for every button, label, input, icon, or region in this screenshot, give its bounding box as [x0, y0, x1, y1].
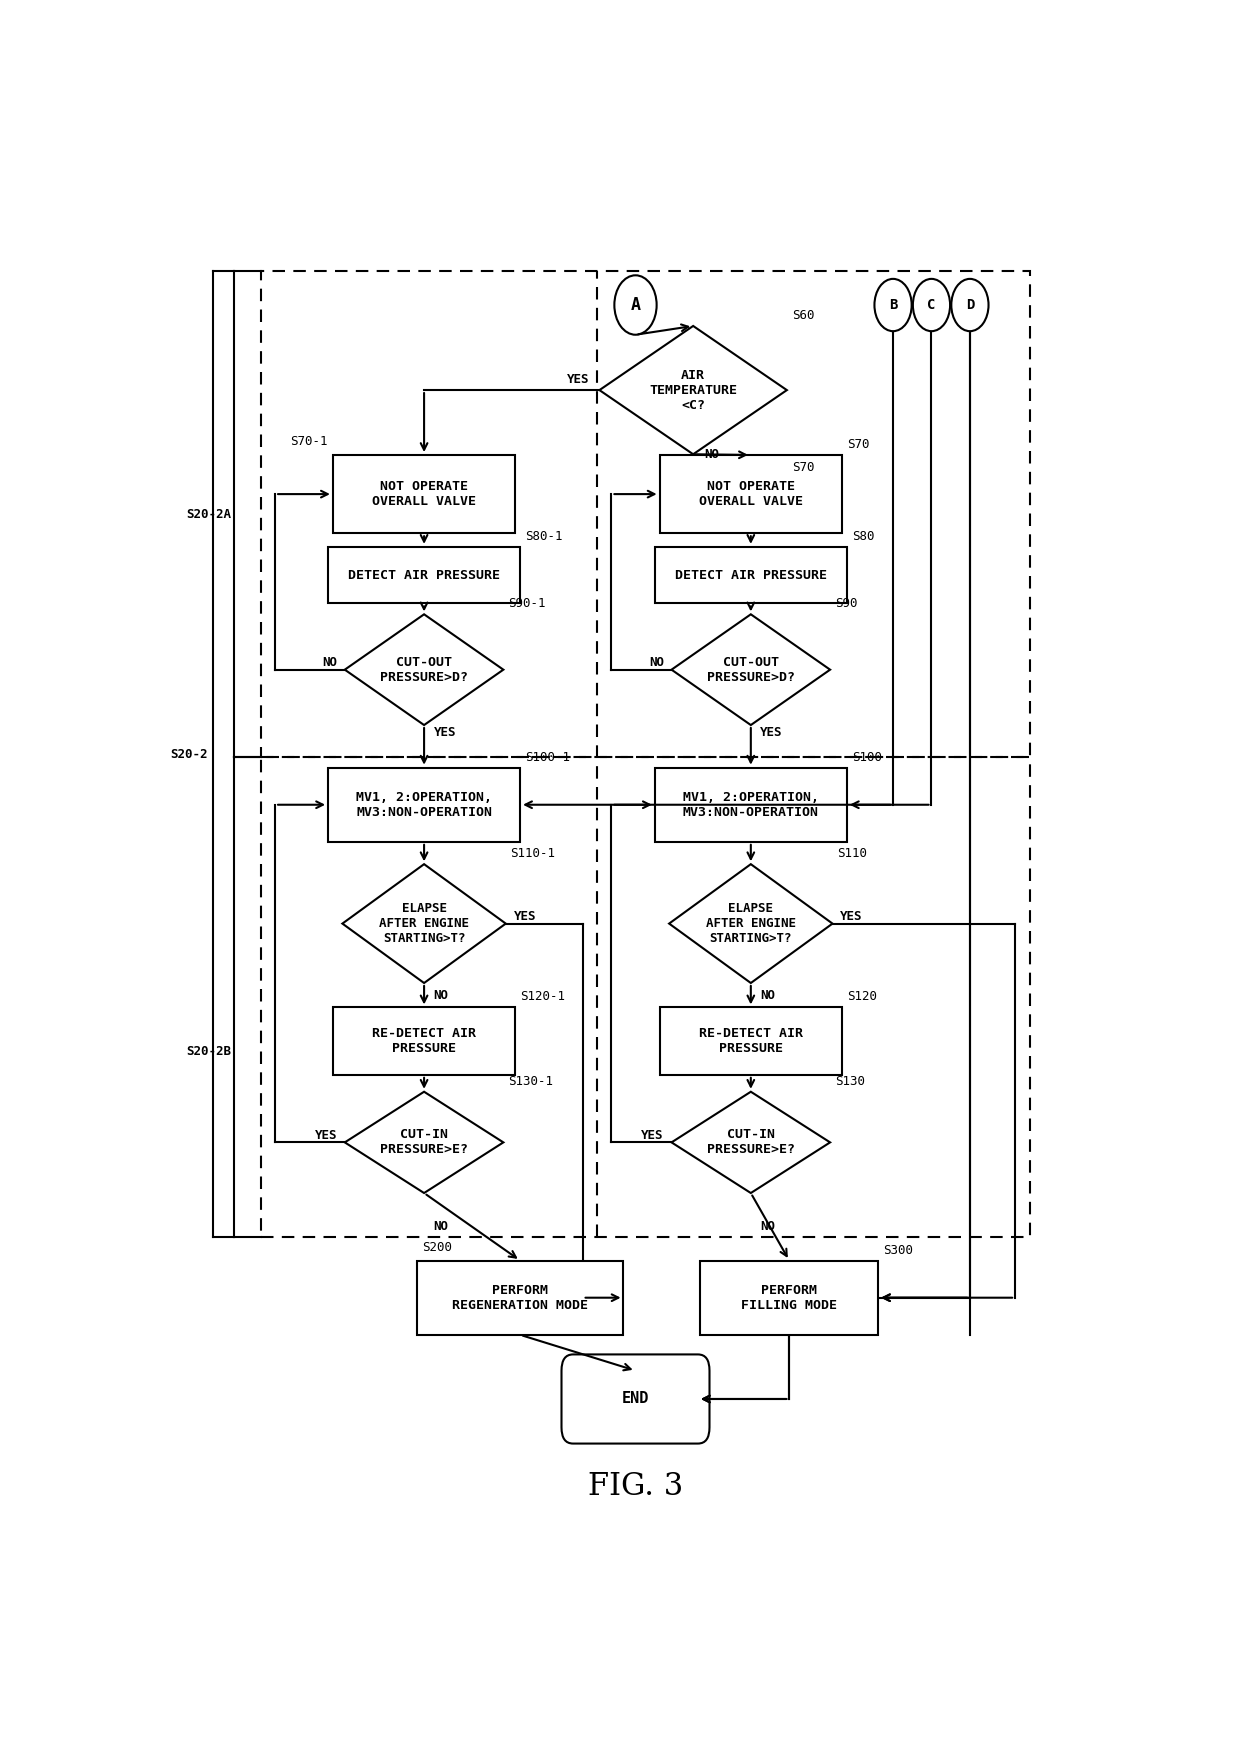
Text: D: D [966, 298, 975, 312]
Text: CUT-IN
PRESSURE>E?: CUT-IN PRESSURE>E? [707, 1128, 795, 1156]
Text: AIR
TEMPERATURE
<C?: AIR TEMPERATURE <C? [650, 368, 737, 412]
Text: S100: S100 [852, 751, 882, 763]
Text: MV1, 2:OPERATION,
MV3:NON-OPERATION: MV1, 2:OPERATION, MV3:NON-OPERATION [356, 791, 492, 819]
Polygon shape [672, 614, 830, 724]
Text: YES: YES [434, 726, 456, 740]
Text: NO: NO [704, 447, 719, 461]
FancyBboxPatch shape [660, 454, 842, 533]
Text: S20-2: S20-2 [170, 747, 208, 761]
Circle shape [951, 279, 988, 332]
FancyBboxPatch shape [660, 1007, 842, 1075]
Circle shape [874, 279, 911, 332]
Text: YES: YES [641, 1130, 663, 1142]
Text: S70-1: S70-1 [290, 435, 327, 449]
FancyBboxPatch shape [327, 547, 521, 603]
Text: S120: S120 [847, 991, 877, 1003]
Polygon shape [345, 1091, 503, 1193]
Text: S90: S90 [835, 598, 857, 610]
Text: NOT OPERATE
OVERALL VALVE: NOT OPERATE OVERALL VALVE [372, 481, 476, 509]
Text: NO: NO [322, 656, 337, 670]
Text: S130-1: S130-1 [508, 1075, 553, 1087]
Text: ELAPSE
AFTER ENGINE
STARTING>T?: ELAPSE AFTER ENGINE STARTING>T? [379, 902, 469, 945]
Text: ELAPSE
AFTER ENGINE
STARTING>T?: ELAPSE AFTER ENGINE STARTING>T? [706, 902, 796, 945]
Text: RE-DETECT AIR
PRESSURE: RE-DETECT AIR PRESSURE [372, 1028, 476, 1056]
Text: S90-1: S90-1 [508, 598, 546, 610]
Text: A: A [630, 296, 641, 314]
FancyBboxPatch shape [417, 1261, 624, 1335]
Circle shape [913, 279, 950, 332]
FancyBboxPatch shape [327, 768, 521, 842]
Polygon shape [345, 614, 503, 724]
Text: NO: NO [434, 989, 449, 1002]
Text: YES: YES [760, 726, 782, 740]
Text: S130: S130 [835, 1075, 866, 1087]
Text: NO: NO [760, 989, 775, 1002]
FancyBboxPatch shape [655, 768, 847, 842]
Text: CUT-IN
PRESSURE>E?: CUT-IN PRESSURE>E? [381, 1128, 467, 1156]
Text: C: C [928, 298, 936, 312]
Circle shape [614, 275, 657, 335]
Polygon shape [342, 865, 506, 982]
Text: RE-DETECT AIR
PRESSURE: RE-DETECT AIR PRESSURE [699, 1028, 802, 1056]
Text: NO: NO [649, 656, 663, 670]
Text: S70: S70 [791, 461, 815, 474]
Text: S110: S110 [837, 847, 867, 859]
FancyBboxPatch shape [562, 1354, 709, 1444]
Text: S80-1: S80-1 [525, 530, 563, 542]
Text: NO: NO [434, 1221, 449, 1233]
Text: S110-1: S110-1 [511, 847, 556, 859]
Text: DETECT AIR PRESSURE: DETECT AIR PRESSURE [675, 568, 827, 582]
Text: S80: S80 [852, 530, 874, 542]
Text: S70: S70 [847, 438, 869, 451]
FancyBboxPatch shape [655, 547, 847, 603]
FancyBboxPatch shape [332, 454, 516, 533]
Text: S20-2B: S20-2B [186, 1045, 231, 1058]
Text: CUT-OUT
PRESSURE>D?: CUT-OUT PRESSURE>D? [707, 656, 795, 684]
Polygon shape [672, 1091, 830, 1193]
Text: S200: S200 [422, 1240, 451, 1254]
FancyBboxPatch shape [332, 1007, 516, 1075]
Text: S20-2A: S20-2A [186, 509, 231, 521]
Text: B: B [889, 298, 898, 312]
FancyBboxPatch shape [701, 1261, 878, 1335]
Text: S300: S300 [883, 1244, 913, 1256]
Text: S120-1: S120-1 [521, 991, 565, 1003]
Text: DETECT AIR PRESSURE: DETECT AIR PRESSURE [348, 568, 500, 582]
Text: END: END [621, 1391, 650, 1407]
Text: YES: YES [841, 910, 863, 923]
Polygon shape [670, 865, 832, 982]
Text: NOT OPERATE
OVERALL VALVE: NOT OPERATE OVERALL VALVE [699, 481, 802, 509]
Text: S60: S60 [791, 309, 815, 323]
Text: FIG. 3: FIG. 3 [588, 1472, 683, 1501]
Text: YES: YES [513, 910, 536, 923]
Text: MV1, 2:OPERATION,
MV3:NON-OPERATION: MV1, 2:OPERATION, MV3:NON-OPERATION [683, 791, 818, 819]
Text: PERFORM
FILLING MODE: PERFORM FILLING MODE [742, 1284, 837, 1312]
Polygon shape [599, 326, 787, 454]
Text: S100-1: S100-1 [525, 751, 570, 763]
Text: NO: NO [760, 1221, 775, 1233]
Text: PERFORM
REGENERATION MODE: PERFORM REGENERATION MODE [453, 1284, 588, 1312]
Text: YES: YES [315, 1130, 337, 1142]
Text: YES: YES [568, 374, 590, 386]
Text: CUT-OUT
PRESSURE>D?: CUT-OUT PRESSURE>D? [381, 656, 467, 684]
